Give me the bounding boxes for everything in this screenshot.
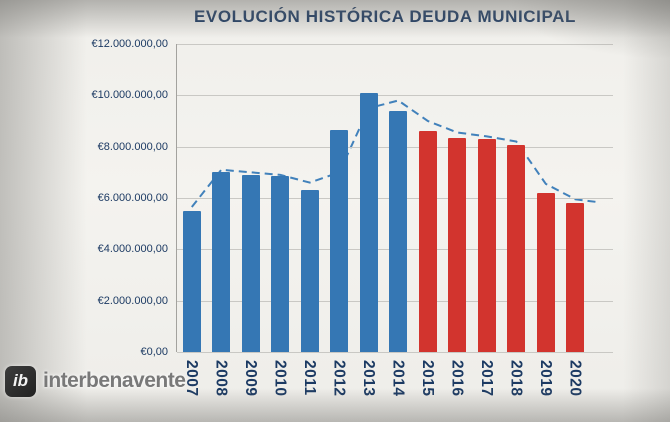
plot-area bbox=[176, 44, 613, 353]
x-axis: 2007 2008 2009 2010 2011 2012 2013 2014 2015 2016… bbox=[176, 357, 612, 417]
y-tick-label: €10.000.000,00 bbox=[91, 89, 168, 102]
y-tick-label: €2.000.000,00 bbox=[97, 294, 168, 307]
bar-2018 bbox=[507, 145, 526, 352]
bar-2019 bbox=[536, 192, 555, 352]
interbenavente-logo-icon: ib bbox=[5, 365, 36, 397]
y-tick-label: €8.000.000,00 bbox=[97, 140, 168, 153]
chart-title: EVOLUCIÓN HISTÓRICA DEUDA MUNICIPAL bbox=[193, 7, 577, 26]
y-tick-label: €4.000.000,00 bbox=[97, 243, 168, 256]
logo-monogram: ib bbox=[12, 371, 29, 390]
x-tick-label-2009: 2009 bbox=[241, 360, 259, 397]
x-tick-label-2010: 2010 bbox=[271, 360, 289, 397]
x-tick-label-2008: 2008 bbox=[212, 360, 230, 397]
x-tick-label-2013: 2013 bbox=[359, 360, 377, 397]
y-tick-label: €12.000.000,00 bbox=[91, 38, 168, 50]
x-tick-label-2012: 2012 bbox=[330, 360, 348, 397]
y-axis: €12.000.000,00 €10.000.000,00 €8.000.000,0… bbox=[58, 38, 168, 358]
x-tick-label-2015: 2015 bbox=[418, 360, 436, 397]
x-tick-label-2011: 2011 bbox=[300, 360, 318, 396]
x-tick-label-2018: 2018 bbox=[507, 360, 525, 397]
bar-2014 bbox=[389, 110, 408, 352]
x-tick-label-2017: 2017 bbox=[477, 360, 495, 397]
bar-2015 bbox=[418, 131, 437, 352]
bar-2008 bbox=[212, 172, 231, 352]
gridline bbox=[177, 44, 613, 45]
bar-2016 bbox=[448, 137, 467, 352]
bar-2010 bbox=[271, 176, 290, 352]
y-tick-label: €0,00 bbox=[140, 346, 168, 358]
gridline bbox=[177, 95, 613, 97]
x-tick-label-2016: 2016 bbox=[448, 360, 466, 397]
y-tick-label: €6.000.000,00 bbox=[97, 192, 168, 204]
x-tick-label-2020: 2020 bbox=[566, 360, 584, 397]
x-tick-label-2014: 2014 bbox=[389, 360, 407, 397]
watermark: ib interbenavente bbox=[5, 364, 186, 398]
bar-2012 bbox=[330, 129, 349, 352]
bar-2020 bbox=[566, 203, 585, 352]
bar-2007 bbox=[182, 210, 201, 352]
bar-2011 bbox=[300, 190, 319, 352]
bar-2009 bbox=[241, 174, 260, 352]
watermark-text: interbenavente bbox=[43, 369, 186, 392]
gridline bbox=[177, 352, 613, 353]
bar-2013 bbox=[359, 92, 378, 352]
bar-2017 bbox=[477, 138, 496, 352]
x-tick-label-2019: 2019 bbox=[536, 360, 554, 397]
